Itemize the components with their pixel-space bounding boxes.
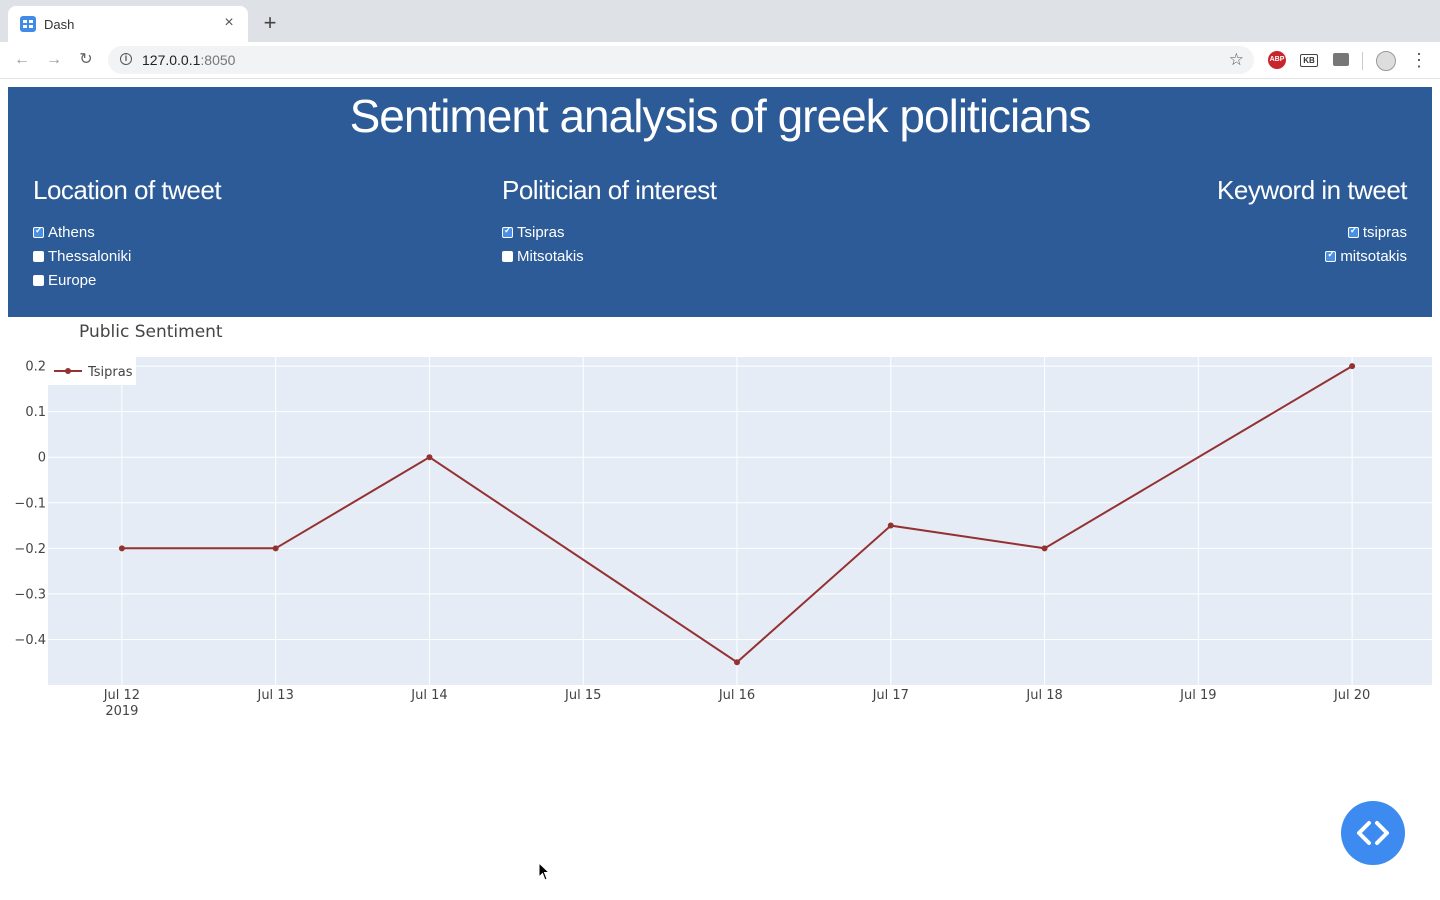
- plot-area[interactable]: [48, 357, 1432, 685]
- url-host: 127.0.0.1: [142, 52, 201, 68]
- chart-title: Public Sentiment: [79, 322, 223, 342]
- x-tick-label: Jul 20: [1333, 688, 1370, 703]
- code-brackets-icon: [1357, 821, 1389, 845]
- browser-tab[interactable]: Dash ×: [8, 6, 248, 42]
- option-label[interactable]: Tsipras: [517, 223, 565, 241]
- dash-debug-button[interactable]: [1341, 801, 1405, 865]
- y-tick-label: −0.2: [14, 542, 46, 557]
- location-filter: Location of tweet Athens Thessaloniki Eu…: [33, 175, 222, 292]
- checkbox-unchecked-icon[interactable]: [33, 250, 44, 262]
- checkbox-mitsotakis[interactable]: Mitsotakis: [502, 244, 716, 268]
- data-point[interactable]: [887, 522, 894, 529]
- checkbox-keyword-tsipras[interactable]: tsipras: [1217, 220, 1407, 244]
- data-point[interactable]: [272, 545, 279, 552]
- reload-icon[interactable]: ↻: [79, 51, 93, 68]
- data-point[interactable]: [1349, 363, 1356, 370]
- sentiment-chart[interactable]: Public Sentiment 0.2 0.1 0 −0.1 −0.2 −0.3 −0.4…: [0, 317, 1440, 737]
- new-tab-icon[interactable]: +: [263, 10, 277, 35]
- option-label[interactable]: mitsotakis: [1340, 247, 1407, 265]
- x-year-label: 2019: [105, 704, 138, 719]
- option-label[interactable]: Thessaloniki: [48, 247, 132, 265]
- y-tick-label: 0.2: [25, 360, 46, 375]
- politician-filter: Politician of interest Tsipras Mitsotaki…: [502, 175, 717, 268]
- checkbox-unchecked-icon[interactable]: [502, 250, 513, 262]
- page-title: Sentiment analysis of greek politicians: [349, 90, 1092, 142]
- y-tick-label: −0.4: [14, 633, 46, 648]
- cast-extension-icon[interactable]: [1333, 53, 1349, 66]
- browser-toolbar: ← → ↻ i 127.0.0.1:8050 ☆ ABP KB ⋮: [0, 42, 1440, 79]
- option-label[interactable]: Mitsotakis: [517, 247, 584, 265]
- checkbox-thessaloniki[interactable]: Thessaloniki: [33, 244, 221, 268]
- bookmark-star-icon[interactable]: ☆: [1228, 50, 1244, 69]
- y-axis: 0.2 0.1 0 −0.1 −0.2 −0.3 −0.4: [14, 360, 46, 648]
- checkbox-keyword-mitsotakis[interactable]: mitsotakis: [1217, 244, 1407, 268]
- checkbox-athens[interactable]: Athens: [33, 220, 221, 244]
- data-point[interactable]: [118, 545, 125, 552]
- url-text[interactable]: 127.0.0.1:8050: [142, 52, 235, 68]
- url-port: :8050: [200, 52, 236, 68]
- y-tick-label: −0.3: [14, 587, 46, 602]
- address-bar[interactable]: i 127.0.0.1:8050 ☆: [108, 46, 1254, 74]
- option-label[interactable]: Athens: [48, 223, 95, 241]
- data-point[interactable]: [734, 659, 741, 666]
- dash-favicon-icon: [20, 16, 36, 32]
- location-heading: Location of tweet: [33, 175, 222, 205]
- profile-avatar-icon[interactable]: [1376, 51, 1396, 71]
- x-tick-label: Jul 13: [256, 688, 293, 703]
- data-points: [118, 363, 1356, 666]
- politician-heading: Politician of interest: [502, 175, 717, 205]
- x-tick-label: Jul 18: [1025, 688, 1062, 703]
- checkbox-europe[interactable]: Europe: [33, 268, 221, 292]
- option-label[interactable]: Europe: [48, 271, 97, 289]
- back-icon[interactable]: ←: [14, 51, 30, 68]
- checkbox-checked-icon[interactable]: [33, 225, 44, 238]
- info-icon[interactable]: i: [120, 53, 132, 65]
- x-tick-label: Jul 12: [103, 688, 140, 703]
- legend-label: Tsipras: [87, 365, 133, 380]
- data-point[interactable]: [426, 454, 433, 461]
- toolbar-divider: [1362, 52, 1363, 70]
- browser-menu-icon[interactable]: ⋮: [1410, 50, 1428, 70]
- checkbox-checked-icon[interactable]: [1325, 249, 1337, 262]
- keyword-heading: Keyword in tweet: [1217, 175, 1407, 205]
- checkbox-tsipras[interactable]: Tsipras: [502, 220, 716, 244]
- tab-title: Dash: [44, 17, 75, 32]
- y-tick-label: 0.1: [25, 405, 46, 420]
- keyword-filter: Keyword in tweet tsipras mitsotakis: [1217, 175, 1407, 268]
- x-tick-label: Jul 14: [410, 688, 447, 703]
- checkbox-checked-icon[interactable]: [1347, 225, 1359, 238]
- legend-marker-icon: [65, 368, 71, 374]
- forward-icon[interactable]: →: [46, 51, 62, 68]
- option-label[interactable]: tsipras: [1362, 223, 1407, 241]
- checkbox-unchecked-icon[interactable]: [33, 274, 44, 286]
- x-tick-label: Jul 17: [872, 688, 909, 703]
- kb-extension-icon[interactable]: KB: [1300, 54, 1318, 67]
- data-point[interactable]: [1041, 545, 1048, 552]
- x-tick-label: Jul 15: [564, 688, 601, 703]
- checkbox-checked-icon[interactable]: [502, 225, 513, 238]
- browser-tab-bar: Dash × +: [0, 0, 1440, 42]
- mouse-cursor-icon: [538, 862, 551, 881]
- y-tick-label: 0: [38, 451, 46, 466]
- legend[interactable]: Tsipras: [48, 357, 136, 385]
- adblock-extension-icon[interactable]: ABP: [1268, 51, 1286, 69]
- x-tick-label: Jul 19: [1179, 688, 1216, 703]
- chart-svg: Public Sentiment 0.2 0.1 0 −0.1 −0.2 −0.3 −0.4…: [14, 322, 1432, 719]
- grid-lines: [48, 357, 1432, 685]
- dashboard-header: Sentiment analysis of greek politicians …: [8, 87, 1432, 317]
- x-tick-label: Jul 16: [718, 688, 755, 703]
- y-tick-label: −0.1: [14, 496, 46, 511]
- close-tab-icon[interactable]: ×: [224, 14, 234, 31]
